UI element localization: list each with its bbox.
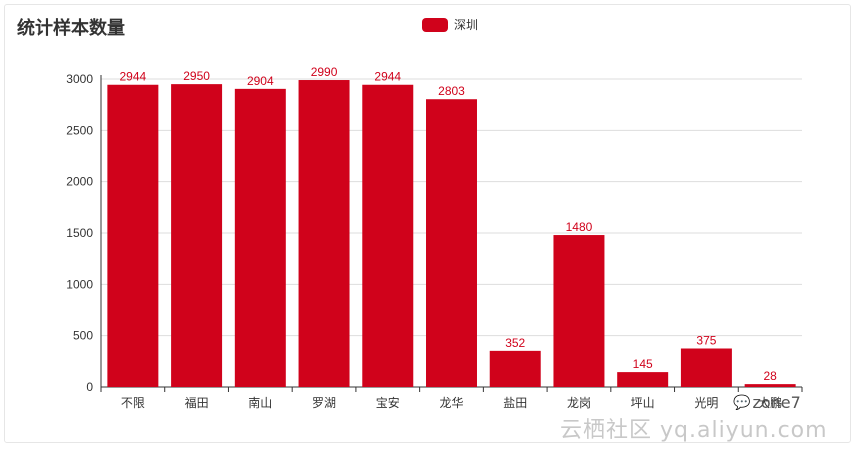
- legend-swatch: [422, 17, 448, 32]
- data-label: 2950: [183, 69, 210, 83]
- x-tick-label: 光明: [694, 396, 718, 410]
- chart-title: 统计样本数量: [17, 18, 125, 39]
- bar: [680, 348, 732, 387]
- x-tick-label: 龙岗: [567, 396, 591, 410]
- bar: [298, 80, 350, 387]
- data-label: 2990: [311, 65, 338, 79]
- x-tick-label: 福田: [185, 395, 209, 410]
- bar: [171, 84, 223, 387]
- x-tick-label: 不限: [121, 396, 145, 410]
- x-tick-label: 大鹏: [758, 396, 782, 410]
- site-watermark: 云栖社区 yq.aliyun.com: [560, 418, 828, 443]
- x-tick-label: 龙华: [439, 396, 463, 410]
- data-label: 145: [633, 357, 653, 371]
- y-tick-label: 500: [73, 329, 93, 343]
- bar: [617, 372, 669, 387]
- x-tick-label: 南山: [248, 395, 272, 410]
- data-label: 28: [763, 369, 777, 383]
- data-label: 2904: [247, 74, 274, 88]
- bar: [107, 84, 159, 388]
- y-tick-label: 2000: [66, 175, 93, 189]
- bar: [489, 350, 541, 387]
- y-tick-label: 3000: [66, 72, 93, 86]
- data-label: 375: [696, 334, 716, 348]
- bar: [234, 88, 286, 387]
- data-label: 2944: [374, 70, 401, 84]
- data-label: 2944: [120, 70, 147, 84]
- chat-bubbles-icon: 💬: [733, 394, 751, 411]
- legend-label: 深圳: [454, 18, 479, 32]
- y-tick-label: 0: [86, 380, 93, 394]
- bar: [426, 99, 477, 387]
- y-tick-label: 2500: [66, 123, 93, 137]
- x-tick-label: 宝安: [376, 395, 400, 410]
- data-label: 2803: [438, 84, 465, 98]
- bar: [553, 235, 605, 387]
- data-label: 1480: [566, 220, 593, 234]
- brand-mark: 💬 zone7: [733, 393, 801, 412]
- data-label: 352: [505, 336, 525, 350]
- y-tick-label: 1000: [66, 277, 93, 291]
- x-tick-label: 坪山: [631, 396, 655, 410]
- brand-text: zone7: [752, 393, 801, 412]
- legend[interactable]: 深圳: [422, 16, 478, 33]
- x-tick-label: 罗湖: [312, 395, 336, 410]
- y-tick-label: 1500: [66, 226, 93, 240]
- bar: [362, 84, 414, 388]
- x-tick-label: 盐田: [503, 396, 527, 410]
- bar: [744, 384, 796, 387]
